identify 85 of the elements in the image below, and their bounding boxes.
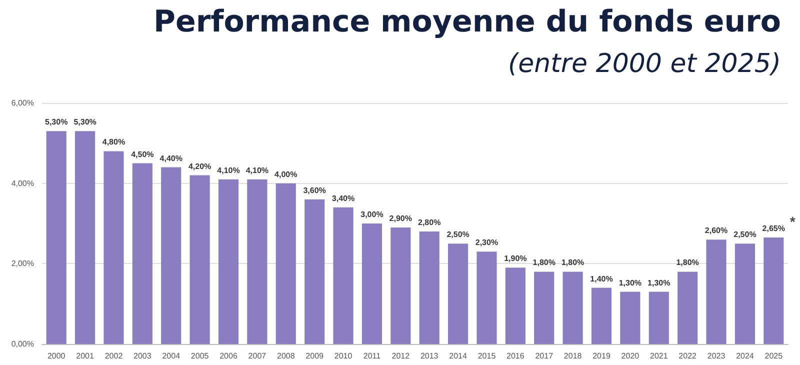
bar	[620, 292, 640, 344]
data-label: 1,80%	[561, 258, 584, 268]
x-tick-label: 2007	[248, 352, 267, 360]
x-tick-label: 2009	[306, 352, 324, 360]
x-tick-label: 2017	[535, 352, 554, 360]
data-label: 2,30%	[475, 238, 498, 248]
bar	[648, 292, 669, 344]
x-tick-label: 2008	[276, 352, 296, 360]
bar	[678, 272, 698, 344]
bar	[505, 268, 526, 344]
bar	[390, 228, 411, 344]
bar	[74, 131, 96, 344]
x-tick-label: 2006	[220, 352, 238, 360]
data-label: 3,00%	[360, 210, 384, 219]
x-tick-label: 2018	[564, 352, 582, 360]
x-tick-label: 2012	[392, 352, 410, 360]
bar	[734, 244, 756, 344]
chart-title: Performance moyenne du fonds euro	[154, 4, 782, 40]
data-label: 4,00%	[274, 170, 298, 179]
bar	[448, 244, 468, 344]
bar	[562, 272, 583, 344]
bar	[46, 131, 66, 344]
data-label: 2,60%	[704, 226, 728, 236]
data-label: 4,10%	[217, 166, 240, 175]
x-tick-label: 2020	[621, 352, 640, 360]
x-tick-label: 2000	[47, 352, 66, 360]
x-tick-label: 2022	[678, 352, 698, 360]
bar	[161, 167, 182, 344]
data-label: 2,50%	[446, 230, 470, 240]
x-tick-label: 2021	[650, 352, 668, 360]
bar	[362, 224, 382, 344]
bar	[190, 175, 210, 344]
x-tick-label: 2025	[764, 352, 784, 360]
data-label: 1,30%	[648, 278, 670, 288]
x-tick-label: 2003	[134, 352, 152, 360]
data-label: 3,60%	[303, 186, 326, 195]
data-label: 1,30%	[618, 278, 642, 288]
data-label: 1,90%	[504, 254, 527, 264]
data-label: 4,50%	[131, 150, 154, 159]
bar	[304, 199, 325, 344]
x-tick-label: 2024	[736, 352, 754, 360]
annotation: *	[790, 214, 796, 230]
data-label: 4,10%	[246, 166, 269, 175]
data-label: 3,40%	[332, 194, 355, 203]
data-label: 1,40%	[590, 274, 613, 284]
data-label: 5,30%	[45, 118, 68, 127]
bar	[591, 288, 612, 344]
data-label: 4,20%	[188, 162, 212, 171]
x-tick-label: 2019	[592, 352, 611, 360]
data-label: 5,30%	[74, 118, 96, 127]
data-label: 2,65%	[762, 224, 785, 234]
x-tick-label: 2023	[707, 352, 726, 360]
x-tick-label: 2014	[449, 352, 468, 360]
y-tick-label: 6,00%	[11, 98, 34, 108]
x-tick-label: 2004	[162, 352, 181, 360]
x-tick-label: 2016	[506, 352, 525, 360]
data-label: 1,80%	[676, 258, 699, 268]
bar	[333, 207, 354, 344]
bar	[218, 179, 239, 344]
y-tick-label: 0,00%	[11, 340, 34, 348]
x-tick-label: 2010	[334, 352, 353, 360]
x-tick-label: 2013	[420, 352, 439, 360]
x-tick-label: 2011	[363, 352, 382, 360]
x-tick-label: 2005	[190, 352, 210, 360]
y-tick-label: 2,00%	[11, 259, 34, 268]
bar	[132, 163, 152, 344]
x-tick-label: 2002	[104, 352, 124, 360]
data-label: 2,80%	[418, 218, 441, 228]
bar	[534, 272, 554, 344]
bar	[247, 179, 268, 344]
data-label: 2,50%	[734, 230, 756, 240]
bar	[276, 183, 296, 344]
bar	[476, 252, 497, 344]
bar	[104, 151, 124, 344]
bar	[764, 238, 784, 344]
data-label: 1,80%	[532, 258, 556, 268]
x-tick-label: 2001	[76, 352, 94, 360]
y-tick-label: 4,00%	[11, 178, 34, 188]
x-tick-label: 2015	[478, 352, 496, 360]
data-label: 2,90%	[389, 214, 412, 224]
bar	[419, 232, 440, 344]
bar	[706, 240, 726, 344]
chart-subtitle: (entre 2000 et 2025)	[508, 49, 782, 79]
data-label: 4,80%	[102, 138, 126, 147]
data-label: 4,40%	[160, 154, 182, 163]
